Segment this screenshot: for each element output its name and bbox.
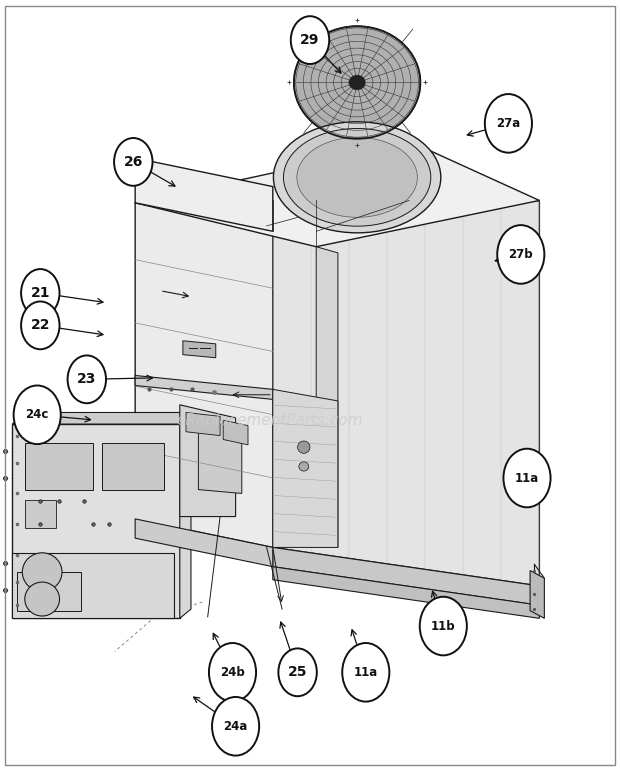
- Polygon shape: [102, 443, 164, 490]
- Ellipse shape: [273, 122, 441, 233]
- Polygon shape: [273, 567, 539, 618]
- Polygon shape: [273, 389, 338, 547]
- Text: 27a: 27a: [496, 117, 521, 130]
- Polygon shape: [12, 424, 180, 618]
- Text: 11a: 11a: [515, 472, 539, 484]
- Text: 22: 22: [30, 318, 50, 332]
- Text: eReplacementParts.com: eReplacementParts.com: [176, 412, 363, 428]
- Polygon shape: [17, 572, 81, 611]
- Ellipse shape: [25, 582, 60, 616]
- Circle shape: [68, 355, 106, 403]
- Circle shape: [209, 643, 256, 702]
- Ellipse shape: [283, 129, 431, 226]
- Text: 26: 26: [123, 155, 143, 169]
- Circle shape: [497, 225, 544, 284]
- Polygon shape: [25, 500, 56, 528]
- Text: 24c: 24c: [25, 409, 49, 421]
- Text: 25: 25: [288, 665, 308, 679]
- Circle shape: [342, 643, 389, 702]
- Text: 29: 29: [300, 33, 320, 47]
- Polygon shape: [25, 443, 93, 490]
- Polygon shape: [135, 519, 273, 567]
- Text: 24a: 24a: [223, 720, 248, 732]
- Circle shape: [14, 386, 61, 444]
- Circle shape: [291, 16, 329, 64]
- Text: 23: 23: [77, 372, 97, 386]
- Polygon shape: [273, 547, 539, 605]
- Ellipse shape: [294, 26, 420, 139]
- Polygon shape: [180, 405, 236, 517]
- Polygon shape: [198, 418, 242, 493]
- Polygon shape: [530, 571, 544, 618]
- Circle shape: [21, 269, 60, 317]
- Polygon shape: [12, 412, 191, 424]
- Circle shape: [21, 301, 60, 349]
- Text: 27b: 27b: [508, 248, 533, 261]
- Ellipse shape: [299, 462, 309, 471]
- Polygon shape: [183, 341, 216, 358]
- Polygon shape: [273, 200, 539, 586]
- Polygon shape: [135, 158, 273, 231]
- Polygon shape: [12, 553, 174, 618]
- Circle shape: [503, 449, 551, 507]
- Text: 21: 21: [30, 286, 50, 300]
- Text: 11a: 11a: [353, 666, 378, 678]
- Polygon shape: [135, 375, 273, 399]
- Text: 11b: 11b: [431, 620, 456, 632]
- Ellipse shape: [22, 553, 62, 591]
- Circle shape: [485, 94, 532, 153]
- Circle shape: [114, 138, 153, 186]
- Ellipse shape: [298, 441, 310, 453]
- Polygon shape: [223, 420, 248, 445]
- Polygon shape: [135, 143, 539, 247]
- Polygon shape: [180, 412, 191, 618]
- Ellipse shape: [350, 76, 365, 89]
- Circle shape: [212, 697, 259, 756]
- Polygon shape: [316, 247, 338, 547]
- Ellipse shape: [297, 137, 417, 217]
- Polygon shape: [135, 203, 273, 547]
- Text: 24b: 24b: [220, 666, 245, 678]
- Polygon shape: [340, 139, 366, 162]
- Polygon shape: [186, 412, 220, 436]
- Circle shape: [278, 648, 317, 696]
- Circle shape: [420, 597, 467, 655]
